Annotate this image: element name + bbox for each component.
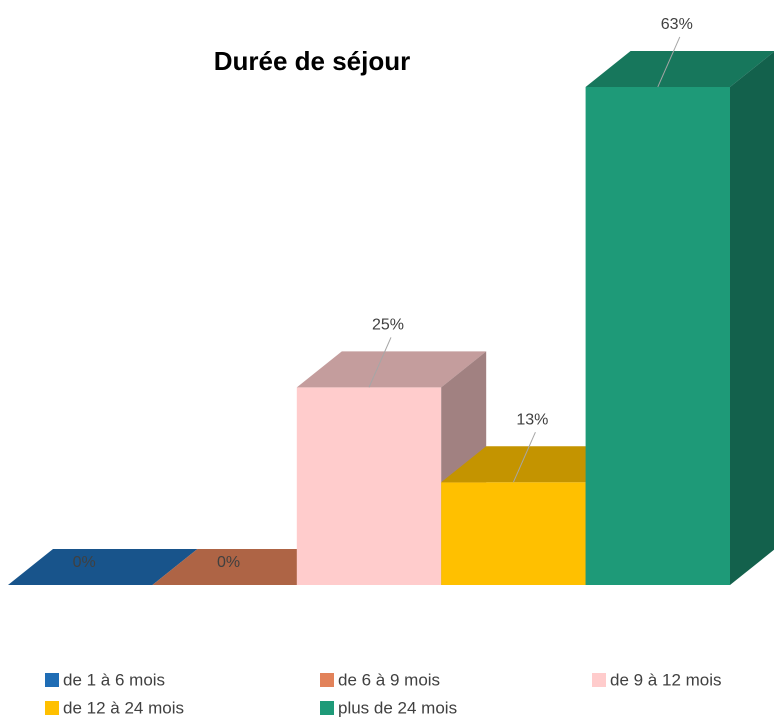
legend-label: de 1 à 6 mois xyxy=(63,670,165,689)
leader-line xyxy=(368,337,392,388)
bar-top xyxy=(152,549,342,585)
data-label: 0% xyxy=(217,554,240,571)
bar-top xyxy=(585,50,774,87)
bar-front xyxy=(441,482,586,585)
data-label: 0% xyxy=(73,554,96,571)
legend-swatch xyxy=(45,673,59,687)
legend-swatch xyxy=(592,673,606,687)
bar-side xyxy=(730,51,774,585)
bar-top xyxy=(441,446,631,483)
legend-label: de 6 à 9 mois xyxy=(338,670,440,689)
legend-label: de 9 à 12 mois xyxy=(610,670,722,689)
legend-swatch xyxy=(320,701,334,715)
bar-top xyxy=(8,549,198,585)
legend-swatch xyxy=(45,701,59,715)
legend-label: de 12 à 24 mois xyxy=(63,698,184,717)
legend-swatch xyxy=(320,673,334,687)
chart-title: Durée de séjour xyxy=(214,46,411,76)
data-label: 13% xyxy=(516,411,548,428)
bar-front xyxy=(296,387,442,585)
data-label: 63% xyxy=(661,16,693,33)
bar-front xyxy=(585,86,730,586)
bar-top xyxy=(296,351,487,388)
legend-label: plus de 24 mois xyxy=(338,698,457,717)
leader-line xyxy=(657,36,681,88)
leader-line xyxy=(512,432,536,483)
data-label: 25% xyxy=(372,317,404,334)
